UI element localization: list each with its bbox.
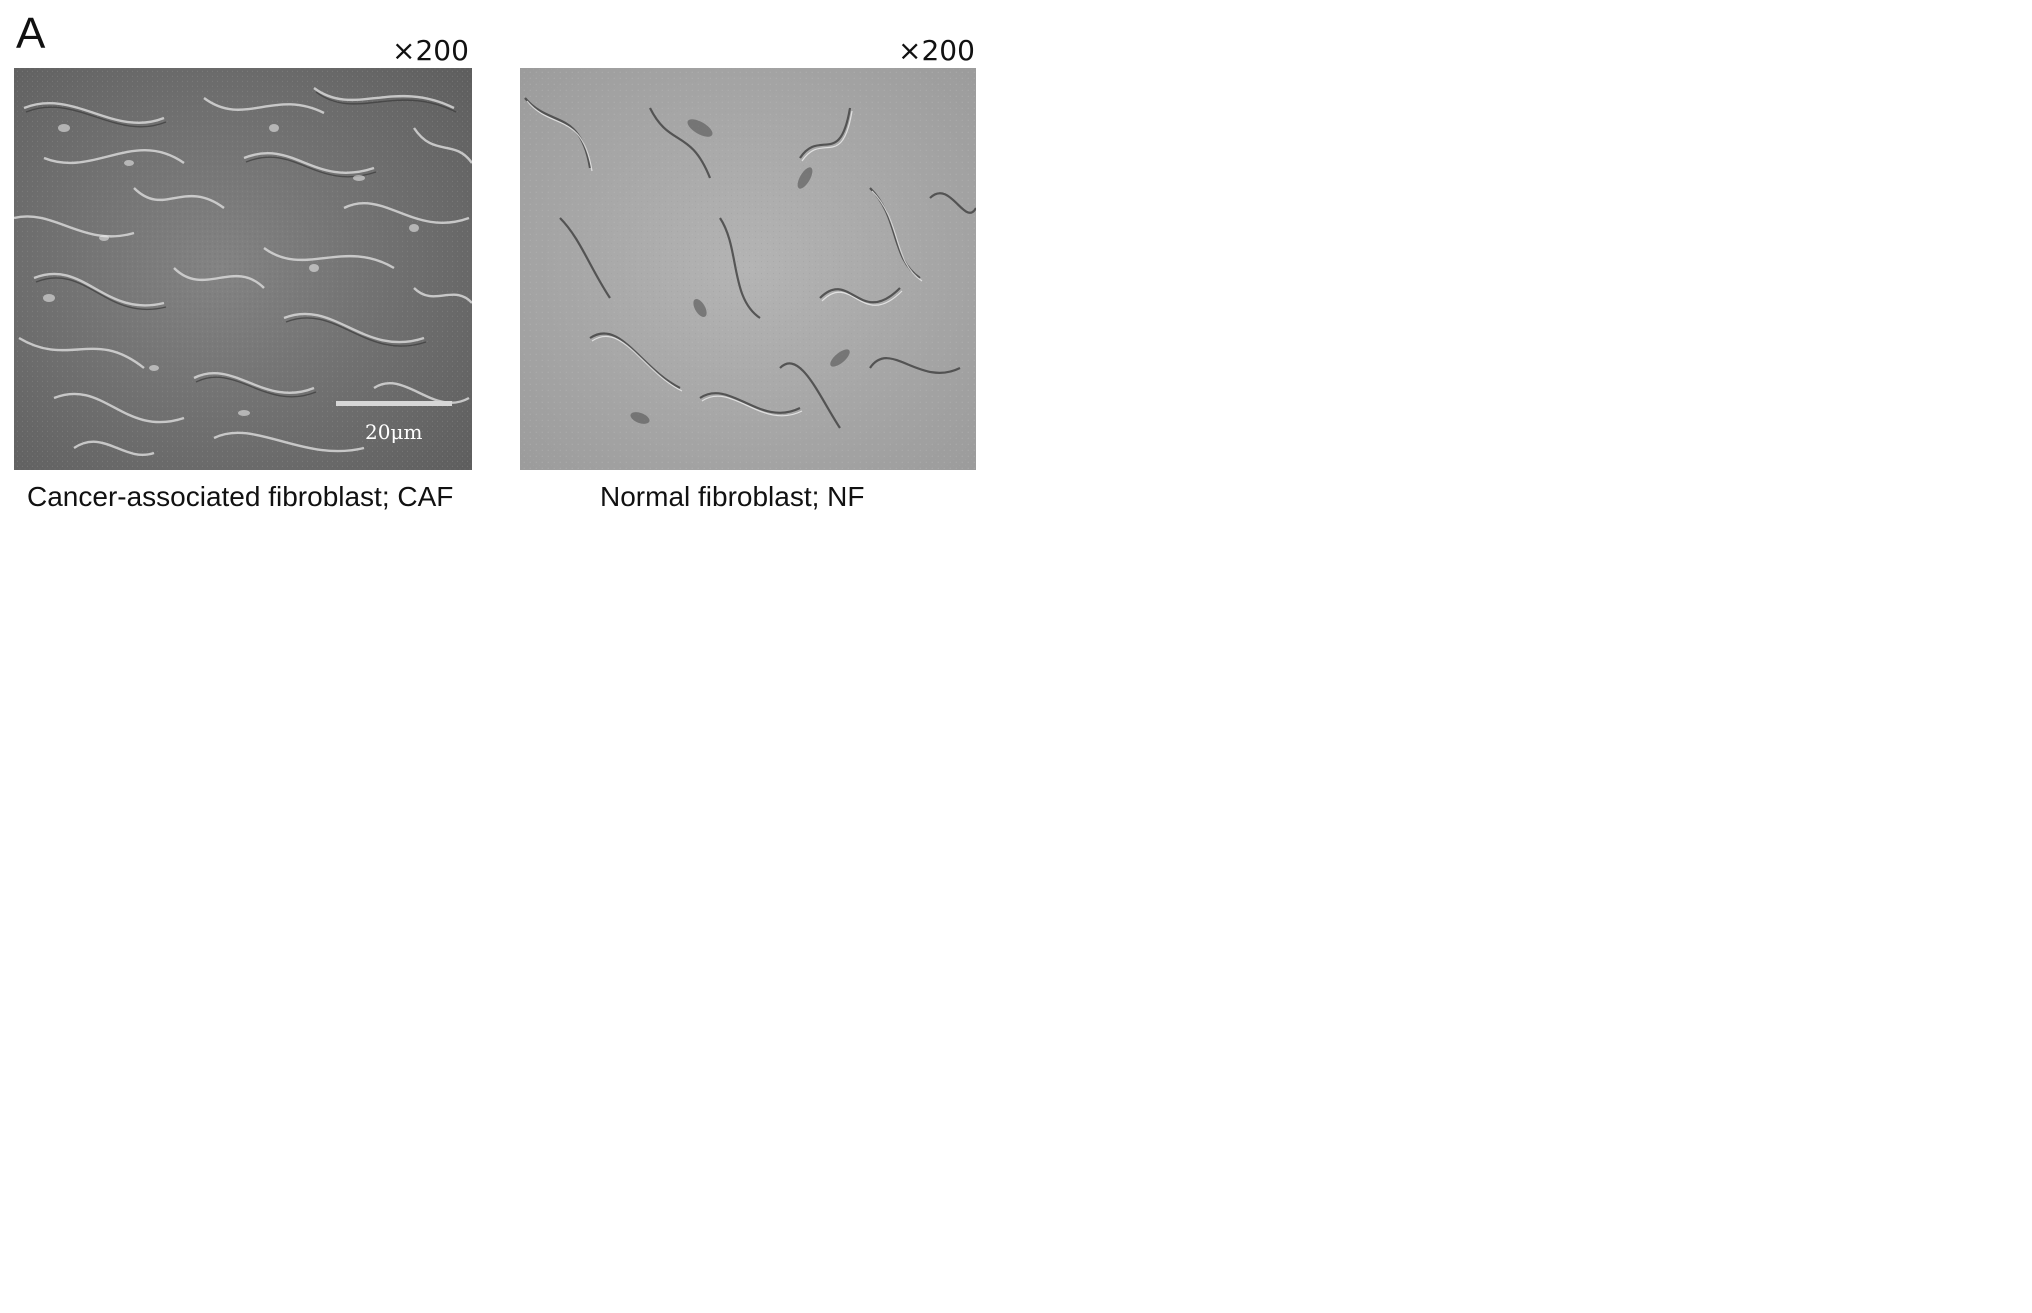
caf-magnification-label: ×200 (392, 34, 469, 67)
caf-scale-bar-label: 20μm (365, 420, 422, 444)
nf-micrograph (520, 68, 976, 470)
caf-scale-bar (336, 401, 452, 406)
caf-micrograph: 20μm (14, 68, 472, 470)
panel-a-letter: A (16, 9, 46, 58)
nf-magnification-label: ×200 (898, 34, 975, 67)
caf-caption: Cancer-associated fibroblast; CAF (27, 481, 454, 512)
nf-caption: Normal fibroblast; NF (600, 481, 865, 512)
